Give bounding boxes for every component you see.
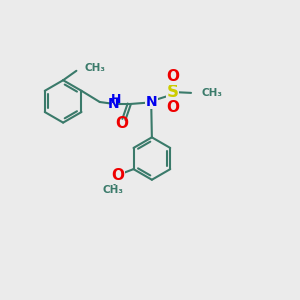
Text: N: N bbox=[146, 95, 158, 109]
Text: O: O bbox=[166, 100, 179, 115]
Text: CH₃: CH₃ bbox=[201, 88, 222, 98]
Text: O: O bbox=[112, 168, 125, 183]
Text: O: O bbox=[166, 70, 179, 85]
Text: O: O bbox=[115, 116, 128, 131]
Text: H: H bbox=[111, 93, 122, 106]
Text: CH₃: CH₃ bbox=[85, 63, 106, 74]
Text: S: S bbox=[167, 83, 178, 101]
Text: N: N bbox=[108, 97, 119, 111]
Text: CH₃: CH₃ bbox=[102, 185, 123, 195]
